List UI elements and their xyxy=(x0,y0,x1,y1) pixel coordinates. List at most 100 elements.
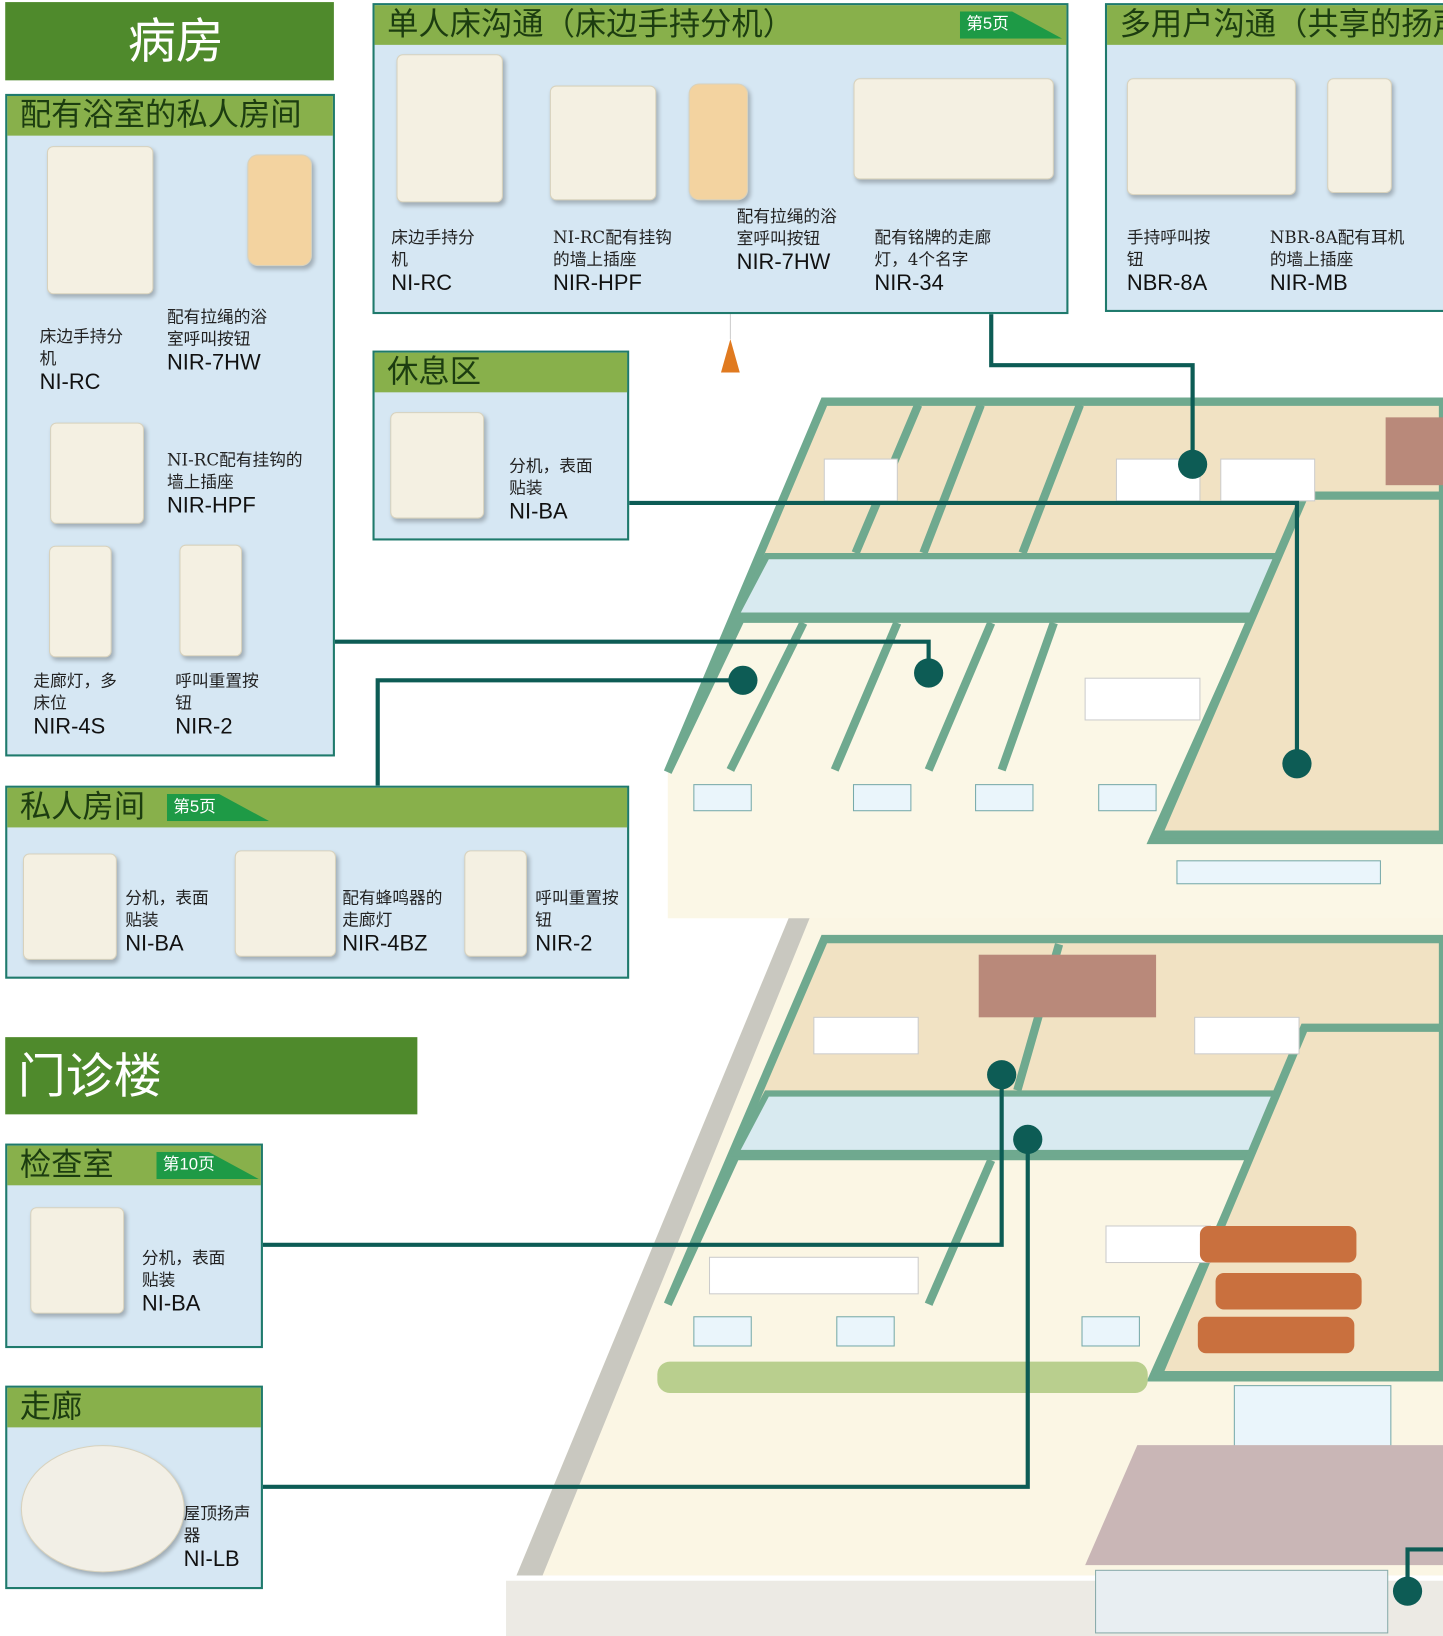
page-reference: 第5页 xyxy=(960,11,1062,38)
product-image xyxy=(390,412,484,518)
product-model: NI-BA xyxy=(125,931,208,958)
panel-title: 配有浴室的私人房间 xyxy=(7,96,333,136)
page-reference: 第5页 xyxy=(167,794,269,821)
product-description: 走廊灯，多床位 xyxy=(33,670,122,714)
page-reference-text: 第5页 xyxy=(173,796,216,819)
gate xyxy=(1096,1570,1388,1633)
window xyxy=(1082,1317,1139,1346)
section-header: 门诊楼 xyxy=(5,1037,417,1114)
panel-title: 休息区 xyxy=(375,353,628,393)
product-image xyxy=(179,545,242,657)
product-model: NIR-2 xyxy=(535,931,618,958)
product-model: NI-RC xyxy=(40,369,134,396)
bed xyxy=(1106,1226,1210,1263)
product-description: 配有拉绳的浴室呼叫按钮 xyxy=(737,206,841,250)
product-description: 手持呼叫按钮 xyxy=(1127,226,1210,270)
window xyxy=(694,785,751,811)
window xyxy=(976,785,1033,811)
product-image xyxy=(235,850,336,956)
product-description: 床边手持分机 xyxy=(391,226,474,270)
product-model: NI-RC xyxy=(391,270,474,297)
seats xyxy=(1216,1273,1362,1310)
product-image xyxy=(464,850,527,956)
dot xyxy=(1393,1577,1422,1606)
window xyxy=(1099,785,1156,811)
product-item: 配有拉绳的浴室呼叫按钮NIR-7HW xyxy=(737,206,841,277)
dot xyxy=(1178,450,1207,479)
steps xyxy=(1085,1445,1443,1565)
product-description: 分机，表面贴装 xyxy=(125,887,208,931)
lower-corridor xyxy=(736,1093,1279,1152)
product-description: NI-RC配有挂钩的墙上插座 xyxy=(553,226,689,270)
product-item: 配有拉绳的浴室呼叫按钮NIR-7HW xyxy=(167,306,271,377)
product-model: NIR-HPF xyxy=(167,492,308,519)
product-model: NI-BA xyxy=(509,499,592,526)
product-image xyxy=(1327,78,1392,193)
product-description: 配有铭牌的走廊灯，4个名字 xyxy=(874,226,1010,270)
product-image xyxy=(396,54,502,202)
bed xyxy=(1085,678,1200,720)
product-image xyxy=(30,1207,124,1313)
bed xyxy=(1221,459,1315,501)
product-model: NI-LB xyxy=(184,1546,259,1573)
stage: 病房门诊楼配有浴室的私人房间床边手持分机NI-RC配有拉绳的浴室呼叫按钮NIR-… xyxy=(0,0,1443,1636)
section-header: 病房 xyxy=(5,2,334,80)
seats xyxy=(1200,1226,1357,1263)
window xyxy=(837,1317,894,1346)
product-model: NIR-34 xyxy=(874,270,1010,297)
window xyxy=(854,785,911,811)
product-description: 分机，表面贴装 xyxy=(509,455,592,499)
product-model: NIR-HPF xyxy=(553,270,689,297)
bed xyxy=(824,459,897,501)
panel-title: 私人房间 xyxy=(7,788,627,828)
page-reference-text: 第10页 xyxy=(163,1154,215,1177)
product-image xyxy=(689,83,748,200)
product-model: NIR-MB xyxy=(1270,270,1416,297)
product-image xyxy=(247,154,312,266)
dot xyxy=(728,666,757,695)
product-image xyxy=(49,546,112,658)
bed xyxy=(710,1257,919,1294)
product-model: NI-BA xyxy=(142,1291,225,1318)
product-image xyxy=(50,423,144,524)
product-description: 屋顶扬声器 xyxy=(184,1502,259,1546)
dot xyxy=(1282,749,1311,778)
product-model: NBR-8A xyxy=(1127,270,1210,297)
dot xyxy=(1013,1125,1042,1154)
product-item: 走廊灯，多床位NIR-4S xyxy=(33,670,122,741)
product-description: 床边手持分机 xyxy=(40,326,134,370)
bed xyxy=(1195,1017,1299,1054)
window xyxy=(694,1317,751,1346)
page: {"ward": {"title": "病房"}, "private_bath"… xyxy=(0,0,1443,1636)
product-model: NIR-2 xyxy=(175,714,264,741)
product-description: NI-RC配有挂钩的墙上插座 xyxy=(167,449,308,493)
seats xyxy=(1198,1317,1355,1354)
product-image xyxy=(854,78,1054,179)
product-description: 呼叫重置按钮 xyxy=(535,887,618,931)
upper-corridor xyxy=(736,556,1279,615)
product-description: 分机，表面贴装 xyxy=(142,1247,225,1291)
product-image xyxy=(1127,78,1296,195)
hedge xyxy=(657,1362,1147,1393)
product-description: 配有蜂鸣器的走廊灯 xyxy=(342,887,446,931)
product-image xyxy=(550,86,656,201)
product-image xyxy=(23,854,117,960)
page-reference: 第10页 xyxy=(157,1152,259,1179)
page-reference-text: 第5页 xyxy=(966,14,1009,37)
dot xyxy=(987,1060,1016,1089)
product-model: NIR-7HW xyxy=(167,350,271,377)
cabinet xyxy=(1386,417,1443,485)
product-model: NIR-4S xyxy=(33,714,122,741)
